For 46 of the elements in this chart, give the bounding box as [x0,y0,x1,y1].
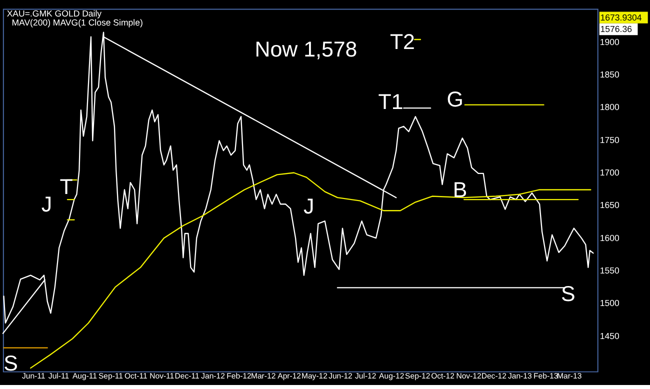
x-tick-label: Jun-11 [22,372,46,381]
x-tick-label: May-12 [301,372,328,381]
annotation: MAV(200) MAVG(1 Close Simple) [12,17,143,28]
x-tick-label: Mar-12 [251,372,276,381]
x-tick-label: Mar-13 [557,372,582,381]
annotation: XAU=.GMK GOLD Daily [6,8,102,19]
x-tick-label: Nov-11 [150,372,174,381]
x-tick-label: Oct-12 [431,372,454,381]
annotation: B [452,178,468,202]
text: 1673.9304 [600,12,642,22]
annotation: J [304,194,314,218]
y-tick-label: 1650 [600,200,620,210]
x-tick-label: Jan-12 [201,372,225,381]
x-tick-label: Sep-12 [405,372,430,381]
y-tick-label: 1700 [600,168,620,178]
x-tick-label: Dec-11 [174,372,200,381]
x-tick-label: Nov-12 [456,372,482,381]
x-tick-label: Jul-11 [48,372,70,381]
annotation: Now 1,578 [254,38,358,62]
annotation: T1 [378,90,404,114]
y-tick-label: 1900 [600,36,620,47]
x-tick-label: Apr-12 [278,372,301,381]
x-tick-label: Oct-11 [124,372,148,381]
x-tick-label: Sep-11 [98,372,123,381]
x-tick-label: Dec-12 [481,372,506,381]
y-tick-label: 1550 [600,265,620,276]
annotation: T2 [390,30,415,54]
x-tick-label: Feb-12 [226,372,252,381]
x-tick-label: Jan-13 [508,372,532,381]
text: 1576.36 [600,24,632,34]
x-tick-label: Jul-12 [355,372,376,381]
annotation: S [4,351,18,376]
x-tick-label: Feb-13 [534,372,558,381]
y-tick-label: 1800 [600,102,620,112]
y-tick-label: 1600 [600,232,620,243]
annotation: S [560,282,576,306]
x-tick-label: Aug-12 [379,372,404,381]
x-tick-label: Aug-11 [72,372,97,381]
annotation: T [60,174,73,199]
y-tick-label: 1750 [600,134,620,145]
y-tick-label: 1500 [600,298,620,308]
annotation: G [446,87,464,112]
y-tick-label: 1450 [600,330,620,341]
annotation: J [41,192,52,217]
x-tick-label: Jun-12 [328,372,352,381]
y-tick-label: 1850 [600,70,620,80]
